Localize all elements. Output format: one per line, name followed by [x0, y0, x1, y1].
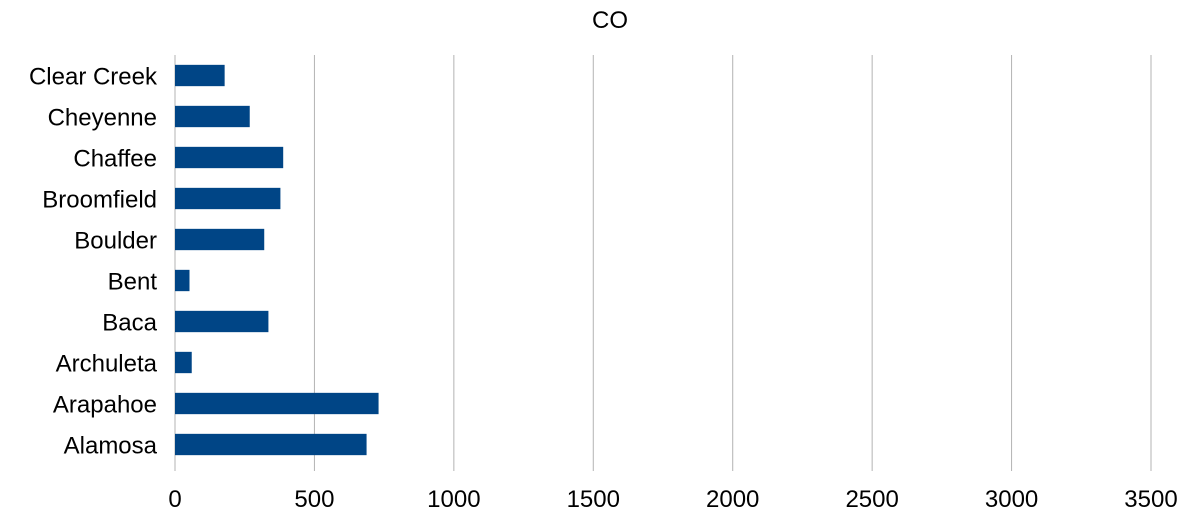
y-tick-label: Clear Creek: [29, 64, 158, 91]
x-tick-label: 2500: [845, 486, 898, 513]
bar: [175, 310, 269, 333]
x-tick-label: 2000: [706, 486, 759, 513]
x-tick-label: 3000: [985, 486, 1038, 513]
x-axis-ticks: 0 500 1000 1500 2000 2500 3000 3500: [168, 486, 1177, 513]
y-tick-label: Chaffee: [73, 146, 157, 173]
bar: [175, 351, 192, 374]
y-tick-label: Cheyenne: [48, 105, 157, 132]
bar: [175, 228, 265, 251]
bar: [175, 392, 379, 415]
x-tick-label: 500: [294, 486, 334, 513]
y-tick-label: Arapahoe: [53, 392, 157, 419]
y-tick-label: Alamosa: [64, 433, 158, 460]
bar: [175, 146, 284, 169]
y-tick-label: Bent: [108, 269, 158, 296]
bar: [175, 433, 367, 456]
y-tick-label: Broomfield: [42, 187, 157, 214]
x-tick-label: 0: [168, 486, 181, 513]
bar: [175, 105, 250, 128]
y-axis-ticks: Alamosa Arapahoe Archuleta Baca Bent Boulder B…: [29, 64, 158, 460]
gridlines: [174, 55, 1152, 471]
x-tick-label: 1000: [427, 486, 480, 513]
bars: [175, 64, 379, 456]
bar: [175, 187, 281, 210]
x-tick-label: 1500: [567, 486, 620, 513]
chart-title: CO: [592, 7, 628, 34]
y-tick-label: Boulder: [74, 228, 157, 255]
y-tick-label: Baca: [102, 310, 157, 337]
y-tick-label: Archuleta: [56, 351, 158, 378]
x-tick-label: 3500: [1124, 486, 1177, 513]
bar: [175, 269, 190, 292]
bar: [175, 64, 225, 87]
